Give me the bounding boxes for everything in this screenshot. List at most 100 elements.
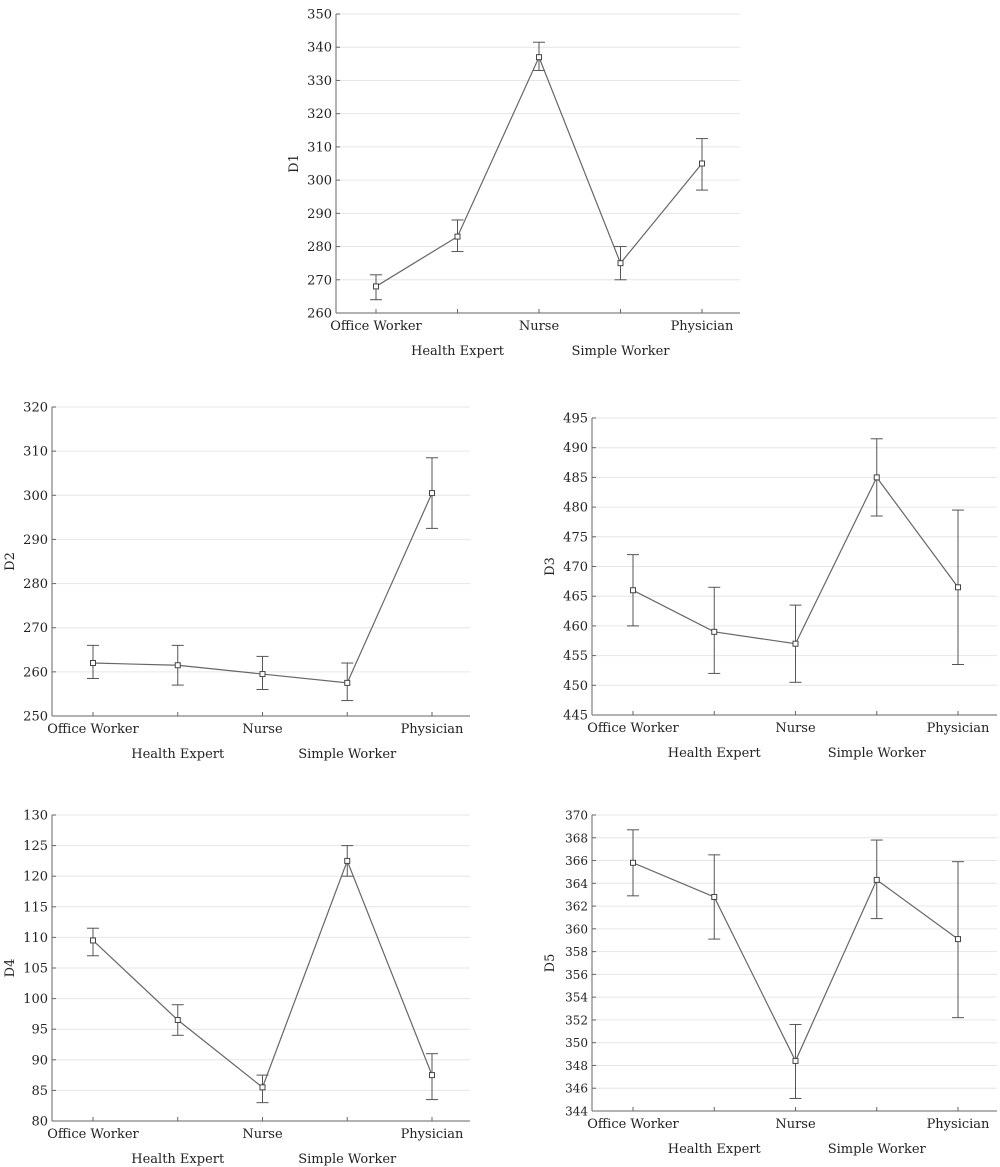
chart-d3: 445 450 455 460 465 470 475 480 485 490 495 D3 Offic… <box>543 412 997 761</box>
y-tick-label: 270 <box>23 621 48 636</box>
y-tick-label: 95 <box>31 1023 48 1038</box>
x-tick-label: Health Expert <box>131 1152 225 1167</box>
y-axis-title: D2 <box>3 552 18 571</box>
y-tick-label: 460 <box>563 619 588 634</box>
y-tick-label: 320 <box>23 401 48 416</box>
x-tick-label: Physician <box>927 721 990 736</box>
x-tick-label: Nurse <box>242 1127 283 1142</box>
y-tick-label: 356 <box>565 968 588 982</box>
x-tick-label: Office Worker <box>47 722 139 737</box>
chart-d2: 250 260 270 280 290 300 310 320 D2 Office Worker H… <box>3 401 470 762</box>
x-tick-label: Health Expert <box>411 344 505 359</box>
data-point <box>955 584 961 591</box>
y-tick-label: 300 <box>307 174 332 189</box>
x-tick-label: Health Expert <box>131 747 225 762</box>
data-point <box>90 660 96 667</box>
y-tick-label: 290 <box>307 207 332 222</box>
y-tick-label: 358 <box>565 945 588 959</box>
y-tick-label: 300 <box>23 489 48 504</box>
data-point <box>711 628 718 635</box>
x-tick-label: Health Expert <box>668 746 762 761</box>
y-tick-label: 354 <box>565 991 588 1005</box>
series-line <box>92 859 433 1089</box>
data-point <box>617 260 624 267</box>
y-tick-label: 260 <box>307 307 332 322</box>
data-point <box>259 1084 266 1091</box>
y-tick-label: 352 <box>565 1013 588 1027</box>
y-tick-label: 465 <box>563 590 588 605</box>
data-point <box>373 283 379 290</box>
y-tick-label: 110 <box>23 931 48 946</box>
y-tick-label: 360 <box>565 922 588 936</box>
y-tick-label: 330 <box>307 74 332 89</box>
y-tick-label: 445 <box>563 709 588 724</box>
y-tick-label: 480 <box>563 501 588 516</box>
x-tick-label: Simple Worker <box>298 1152 397 1167</box>
y-tick-label: 368 <box>565 831 588 845</box>
y-tick-label: 120 <box>23 870 48 885</box>
series-line <box>92 492 433 684</box>
data-point <box>344 857 351 864</box>
x-tick-label: Physician <box>401 1127 464 1142</box>
y-tick-label: 344 <box>565 1105 588 1119</box>
data-point <box>90 937 96 944</box>
x-tick-label: Nurse <box>775 721 816 736</box>
y-tick-label: 320 <box>307 107 332 122</box>
y-tick-label: 340 <box>307 41 332 56</box>
y-tick-label: 280 <box>23 577 48 592</box>
y-tick-label: 250 <box>23 710 48 725</box>
y-tick-label: 346 <box>565 1082 588 1096</box>
x-tick-label: Office Worker <box>587 1117 679 1132</box>
y-tick-label: 130 <box>23 809 48 824</box>
data-point <box>344 679 351 686</box>
data-point <box>454 233 461 240</box>
data-point <box>873 474 880 481</box>
data-point <box>174 662 181 669</box>
y-tick-label: 350 <box>307 8 332 23</box>
y-tick-label: 455 <box>563 649 588 664</box>
y-axis-title: D1 <box>287 154 302 173</box>
data-point <box>711 893 718 900</box>
y-tick-label: 310 <box>307 140 332 155</box>
x-tick-label: Nurse <box>775 1117 816 1132</box>
y-tick-label: 290 <box>23 533 48 548</box>
x-tick-label: Nurse <box>242 722 283 737</box>
data-point <box>174 1017 181 1024</box>
data-point <box>630 587 636 594</box>
x-tick-label: Health Expert <box>668 1142 762 1157</box>
y-tick-label: 366 <box>565 854 588 868</box>
x-tick-label: Office Worker <box>587 721 679 736</box>
y-axis-title: D5 <box>543 954 558 973</box>
chart-d5: 344 346 348 350 352 354 356 358 360 362 364 366 368 3… <box>543 809 997 1157</box>
data-point <box>873 876 880 883</box>
data-point <box>955 936 961 943</box>
y-axis-title: D4 <box>3 959 18 978</box>
x-tick-label: Nurse <box>519 319 560 334</box>
y-tick-label: 90 <box>31 1053 48 1068</box>
y-tick-label: 348 <box>565 1059 588 1073</box>
y-tick-label: 260 <box>23 665 48 680</box>
y-tick-label: 450 <box>563 679 588 694</box>
y-tick-label: 80 <box>31 1115 48 1130</box>
y-tick-label: 100 <box>23 992 48 1007</box>
data-point <box>792 640 799 647</box>
y-tick-label: 370 <box>565 809 588 823</box>
x-tick-label: Simple Worker <box>571 344 670 359</box>
y-tick-label: 470 <box>563 560 588 575</box>
y-tick-label: 475 <box>563 530 588 545</box>
y-tick-label: 85 <box>31 1084 48 1099</box>
data-point <box>792 1057 799 1064</box>
y-tick-label: 280 <box>307 240 332 255</box>
data-point <box>536 54 542 61</box>
x-tick-label: Physician <box>401 722 464 737</box>
x-tick-label: Physician <box>671 319 734 334</box>
chart-d4: 80 85 90 95 100 105 110 115 120 125 130 D4 Office Wo… <box>3 809 470 1167</box>
x-tick-label: Simple Worker <box>298 747 397 762</box>
chart-d1: 260 270 280 290 300 310 320 330 340 350 D1 Office W… <box>287 8 740 359</box>
y-tick-label: 310 <box>23 445 48 460</box>
y-tick-label: 364 <box>565 877 588 891</box>
y-tick-label: 490 <box>563 441 588 456</box>
y-tick-label: 485 <box>563 471 588 486</box>
y-tick-label: 495 <box>563 412 588 427</box>
